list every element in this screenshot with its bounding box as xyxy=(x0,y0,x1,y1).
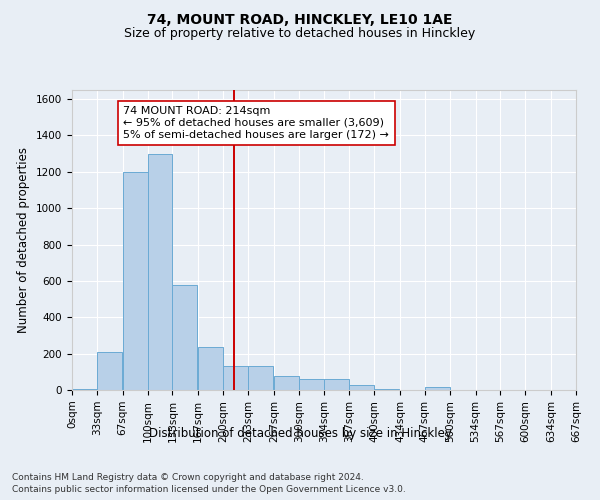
Bar xyxy=(172,284,197,390)
Bar xyxy=(349,386,374,390)
Text: 74, MOUNT ROAD, HINCKLEY, LE10 1AE: 74, MOUNT ROAD, HINCKLEY, LE10 1AE xyxy=(147,12,453,26)
Text: Contains HM Land Registry data © Crown copyright and database right 2024.: Contains HM Land Registry data © Crown c… xyxy=(12,472,364,482)
Bar xyxy=(198,348,223,390)
Text: Size of property relative to detached houses in Hinckley: Size of property relative to detached ho… xyxy=(124,28,476,40)
Bar xyxy=(248,366,273,390)
Bar xyxy=(425,386,450,390)
Bar xyxy=(97,352,122,390)
Bar xyxy=(299,379,323,390)
Text: Contains public sector information licensed under the Open Government Licence v3: Contains public sector information licen… xyxy=(12,485,406,494)
Text: 74 MOUNT ROAD: 214sqm
← 95% of detached houses are smaller (3,609)
5% of semi-de: 74 MOUNT ROAD: 214sqm ← 95% of detached … xyxy=(124,106,389,140)
Bar xyxy=(325,379,349,390)
Y-axis label: Number of detached properties: Number of detached properties xyxy=(17,147,31,333)
Bar xyxy=(122,172,148,390)
Bar xyxy=(274,376,299,390)
Text: Distribution of detached houses by size in Hinckley: Distribution of detached houses by size … xyxy=(149,428,451,440)
Bar xyxy=(223,366,248,390)
Bar xyxy=(148,154,172,390)
